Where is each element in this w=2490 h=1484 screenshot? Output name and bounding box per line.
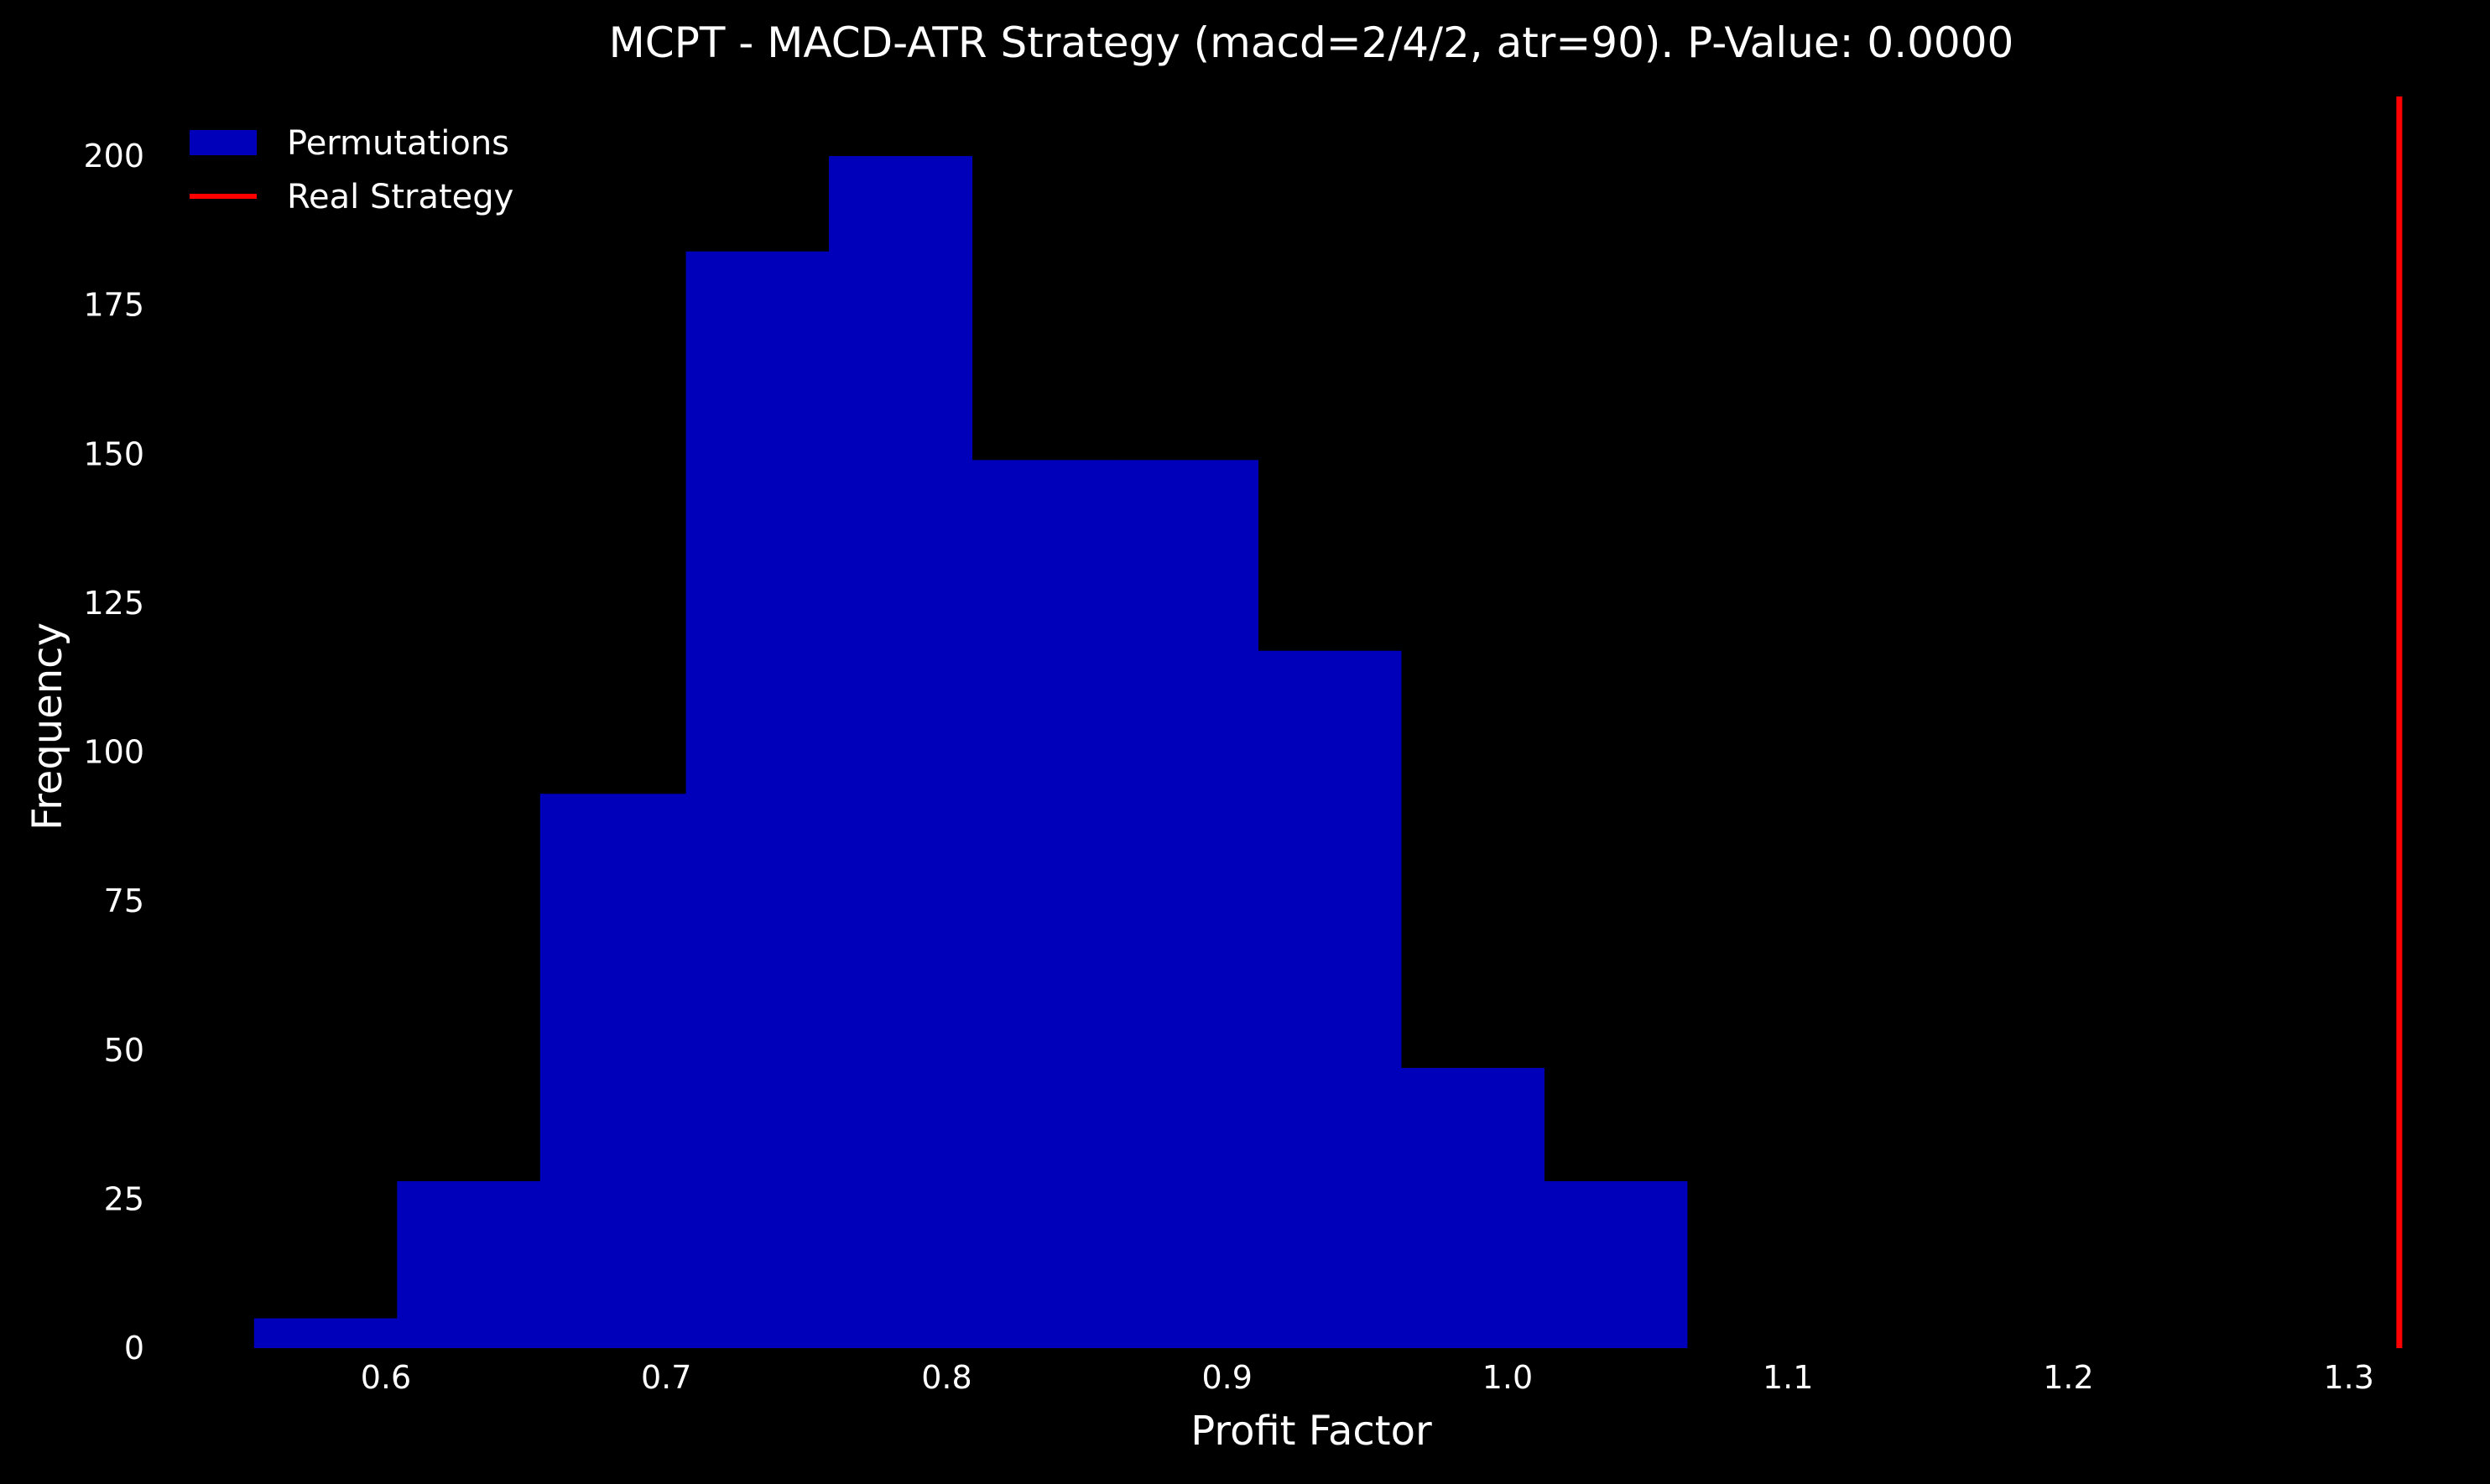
x-axis-ticks: 0.6 0.7 0.8 0.9 1.0 1.1 1.2 1.3 (361, 1359, 2374, 1396)
y-tick-label: 125 (83, 585, 144, 622)
y-axis-label: Frequency (24, 622, 71, 831)
histogram-bar (1115, 460, 1258, 1348)
x-tick-label: 0.9 (1202, 1359, 1253, 1396)
histogram-bar (972, 460, 1116, 1348)
x-tick-label: 0.8 (921, 1359, 972, 1396)
legend[interactable]: Permutations Real Strategy (190, 124, 513, 216)
histogram-bar (1544, 1181, 1688, 1348)
x-tick-label: 0.6 (361, 1359, 411, 1396)
x-axis-label: Profit Factor (1190, 1408, 1432, 1455)
histogram-bar (539, 794, 687, 1348)
x-tick-label: 1.0 (1482, 1359, 1533, 1396)
histogram-bar (829, 156, 973, 1349)
x-tick-label: 1.1 (1763, 1359, 1813, 1396)
y-tick-label: 100 (83, 734, 144, 771)
x-tick-label: 1.2 (2043, 1359, 2093, 1396)
y-axis-ticks: 0 25 50 75 100 125 150 175 200 (83, 138, 144, 1367)
histogram-bar (397, 1181, 541, 1348)
y-tick-label: 25 (104, 1180, 144, 1217)
histogram-bar (685, 251, 830, 1348)
histogram-bar (1258, 650, 1402, 1348)
y-tick-label: 50 (104, 1032, 144, 1069)
x-tick-label: 1.3 (2324, 1359, 2374, 1396)
chart-title: MCPT - MACD-ATR Strategy (macd=2/4/2, at… (609, 18, 2014, 67)
x-tick-label: 0.7 (641, 1359, 691, 1396)
legend-label-permutations: Permutations (287, 124, 509, 163)
y-tick-label: 150 (83, 435, 144, 472)
y-tick-label: 200 (83, 138, 144, 174)
legend-label-real-strategy: Real Strategy (287, 178, 513, 216)
histogram-bar (253, 1318, 398, 1348)
histogram-bar (1400, 1068, 1545, 1348)
y-tick-label: 75 (104, 883, 144, 919)
bars-layer (253, 156, 1688, 1349)
y-tick-label: 175 (83, 287, 144, 324)
legend-swatch-permutations (190, 130, 257, 155)
y-tick-label: 0 (124, 1330, 144, 1367)
